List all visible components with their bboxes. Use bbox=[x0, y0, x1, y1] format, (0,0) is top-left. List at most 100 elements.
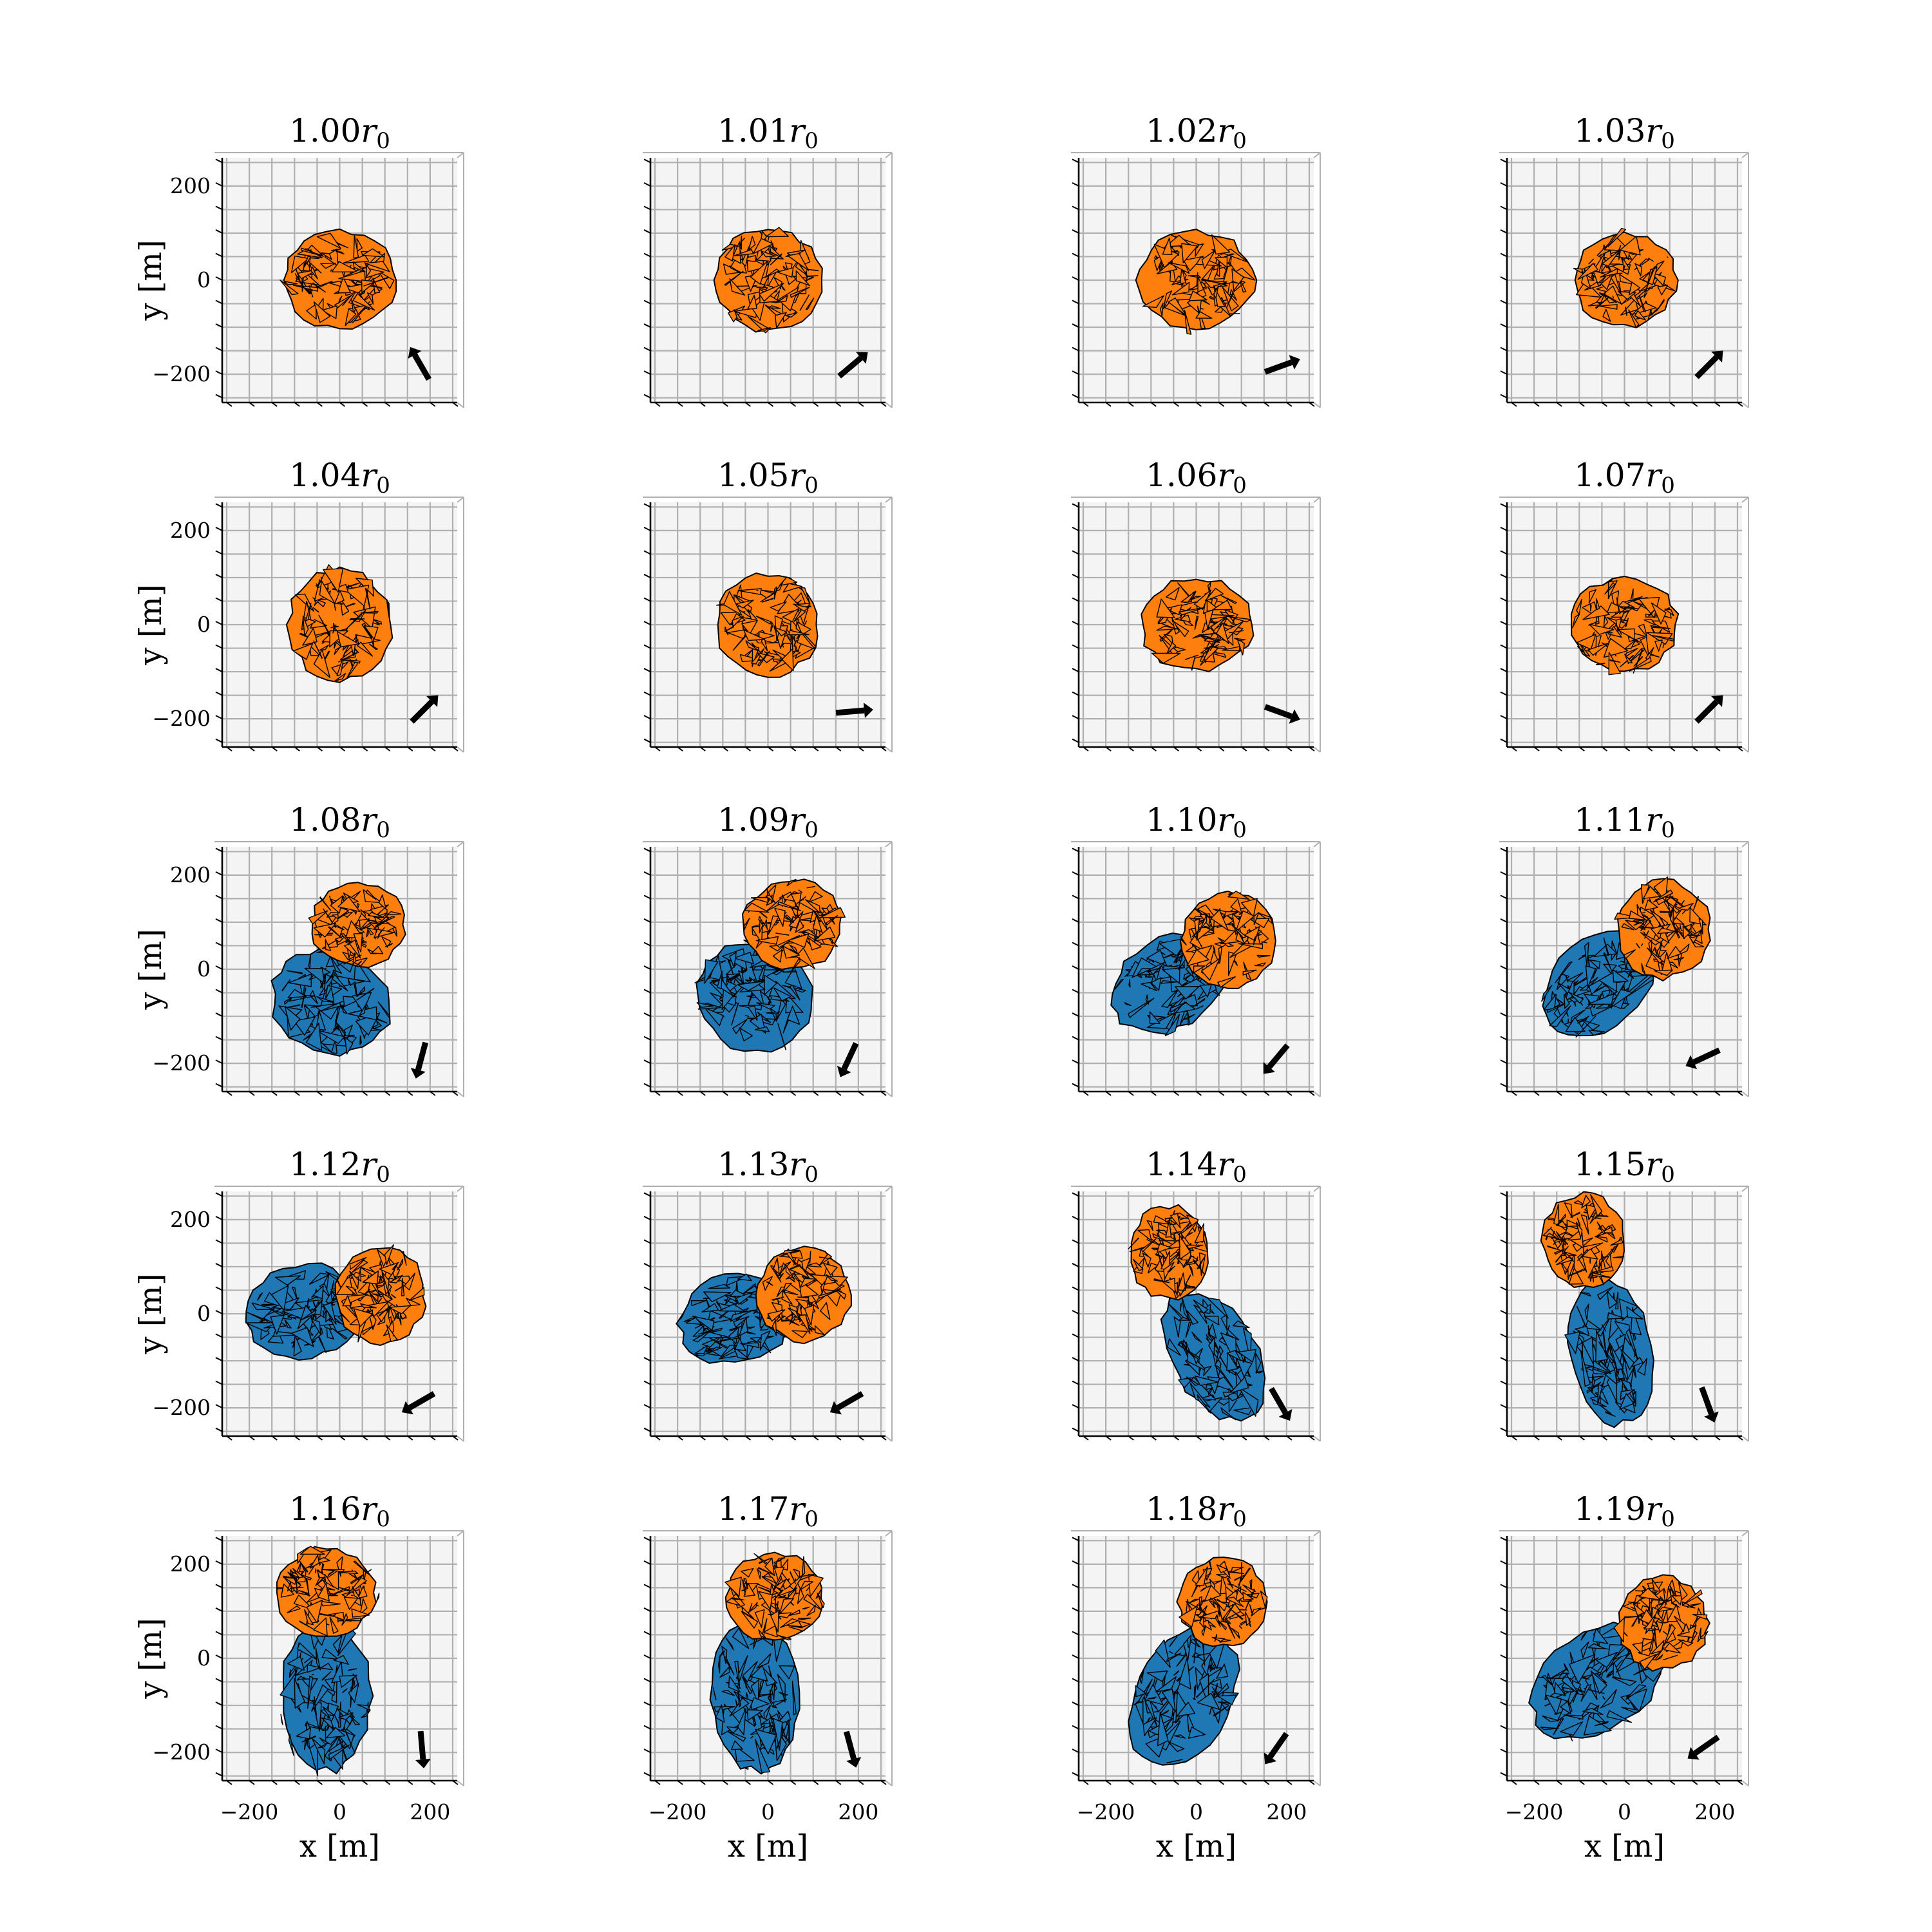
x-tick-mark bbox=[813, 1091, 819, 1096]
facet-blue bbox=[1600, 1689, 1617, 1709]
facet-blue bbox=[712, 978, 734, 996]
x-tick-mark bbox=[654, 1435, 661, 1441]
x-tick-mark bbox=[767, 1091, 774, 1096]
facet-blue bbox=[287, 989, 307, 998]
facet-orange bbox=[292, 1567, 304, 1578]
title-subscript: 0 bbox=[376, 128, 390, 154]
facet-orange bbox=[743, 1577, 748, 1589]
facet-orange bbox=[1577, 1218, 1581, 1227]
facet-orange bbox=[828, 1284, 845, 1296]
facet-orange bbox=[1213, 1598, 1228, 1612]
facet-blue bbox=[715, 1704, 725, 1723]
x-tick-mark bbox=[880, 1435, 887, 1441]
arrow-head bbox=[837, 1065, 851, 1077]
facet-orange bbox=[1186, 949, 1209, 967]
facet-orange bbox=[1168, 1249, 1183, 1265]
facet-blue bbox=[1580, 1684, 1592, 1702]
y-tick-mark bbox=[643, 346, 651, 352]
facet-blue bbox=[1173, 1316, 1181, 1338]
facet-orange bbox=[785, 312, 798, 318]
facet-orange bbox=[777, 1595, 786, 1599]
x-tick-mark bbox=[790, 746, 797, 752]
facet-blue bbox=[1147, 1696, 1157, 1700]
facet-orange bbox=[1644, 899, 1658, 911]
facet-orange bbox=[1648, 609, 1655, 617]
x-tick-mark bbox=[316, 1435, 323, 1441]
x-tick-mark bbox=[1150, 402, 1157, 407]
facet-blue bbox=[1142, 1717, 1157, 1736]
box-edge bbox=[1741, 841, 1749, 848]
y-tick-mark bbox=[643, 668, 651, 672]
x-tick-mark bbox=[1714, 1091, 1721, 1096]
x-tick-mark bbox=[1150, 1435, 1157, 1441]
facet-orange bbox=[1609, 659, 1621, 663]
y-tick-mark bbox=[643, 715, 651, 720]
facet-orange bbox=[1650, 1640, 1665, 1654]
y-tick-mark bbox=[1072, 182, 1079, 187]
facet-orange bbox=[1170, 1213, 1181, 1229]
facet-orange bbox=[1238, 943, 1264, 949]
y-tick-mark bbox=[1072, 1192, 1079, 1197]
facet-blue bbox=[319, 1737, 330, 1745]
facet-blue bbox=[1135, 1685, 1146, 1698]
bodies bbox=[694, 878, 846, 1053]
facet-blue bbox=[1169, 1651, 1173, 1654]
y-tick-mark bbox=[215, 965, 223, 970]
facet-orange bbox=[744, 902, 770, 913]
facet-orange bbox=[782, 608, 800, 623]
x-tick-mark bbox=[1624, 1780, 1631, 1785]
facet-orange bbox=[1201, 958, 1220, 981]
facet-orange bbox=[305, 603, 312, 622]
facet-blue bbox=[332, 974, 348, 992]
facet-orange bbox=[793, 603, 810, 612]
x-tick-mark bbox=[1218, 746, 1225, 752]
x-tick-mark bbox=[1692, 1435, 1698, 1441]
x-tick-mark bbox=[1692, 402, 1698, 407]
box-edge bbox=[1313, 1780, 1321, 1786]
y-axis-label: y [m] bbox=[133, 240, 169, 321]
box-edge bbox=[885, 1091, 893, 1097]
facet-orange bbox=[1238, 1625, 1242, 1629]
facet-blue bbox=[338, 1712, 354, 1720]
facet-blue bbox=[359, 1035, 362, 1045]
facet-orange bbox=[356, 238, 363, 252]
facet-orange bbox=[294, 273, 305, 288]
facet-orange bbox=[1188, 1598, 1199, 1604]
facet-orange bbox=[820, 1302, 831, 1320]
facet-blue bbox=[294, 1678, 305, 1709]
x-tick-mark bbox=[1195, 1780, 1202, 1785]
y-tick-mark bbox=[1500, 252, 1508, 258]
title-value: 1.05 bbox=[717, 457, 789, 494]
y-tick-mark bbox=[1072, 1427, 1079, 1432]
y-tick-mark bbox=[643, 503, 651, 508]
facet-orange bbox=[353, 1308, 374, 1327]
box-edge bbox=[1313, 497, 1321, 503]
facet-orange bbox=[1663, 1587, 1666, 1593]
facet-orange bbox=[731, 1597, 745, 1601]
facet-blue bbox=[1603, 1349, 1615, 1363]
facet-blue bbox=[1573, 971, 1596, 987]
x-tick-mark bbox=[767, 402, 774, 407]
facet-orange bbox=[366, 889, 377, 900]
facet-orange bbox=[1627, 1601, 1641, 1604]
facet-orange bbox=[1633, 656, 1643, 667]
x-tick-mark bbox=[1264, 402, 1270, 407]
y-tick-mark bbox=[643, 1772, 651, 1777]
x-tick-mark bbox=[813, 402, 819, 407]
facet-blue bbox=[1598, 992, 1603, 1003]
facet-orange bbox=[1184, 654, 1198, 660]
title-value: 1.10 bbox=[1146, 801, 1217, 838]
y-tick-label: 0 bbox=[197, 956, 211, 981]
title-symbol: r bbox=[361, 801, 378, 838]
facet-orange bbox=[741, 1611, 759, 1629]
y-tick-mark bbox=[1072, 1036, 1079, 1041]
x-tick-mark bbox=[361, 402, 368, 407]
facet-orange bbox=[793, 639, 797, 647]
facet-orange bbox=[754, 1609, 765, 1628]
facet-orange bbox=[361, 611, 379, 614]
facet-orange bbox=[373, 1280, 386, 1287]
y-tick-mark bbox=[643, 550, 651, 555]
facet-blue bbox=[1549, 1005, 1571, 1027]
facet-orange bbox=[1191, 655, 1196, 671]
